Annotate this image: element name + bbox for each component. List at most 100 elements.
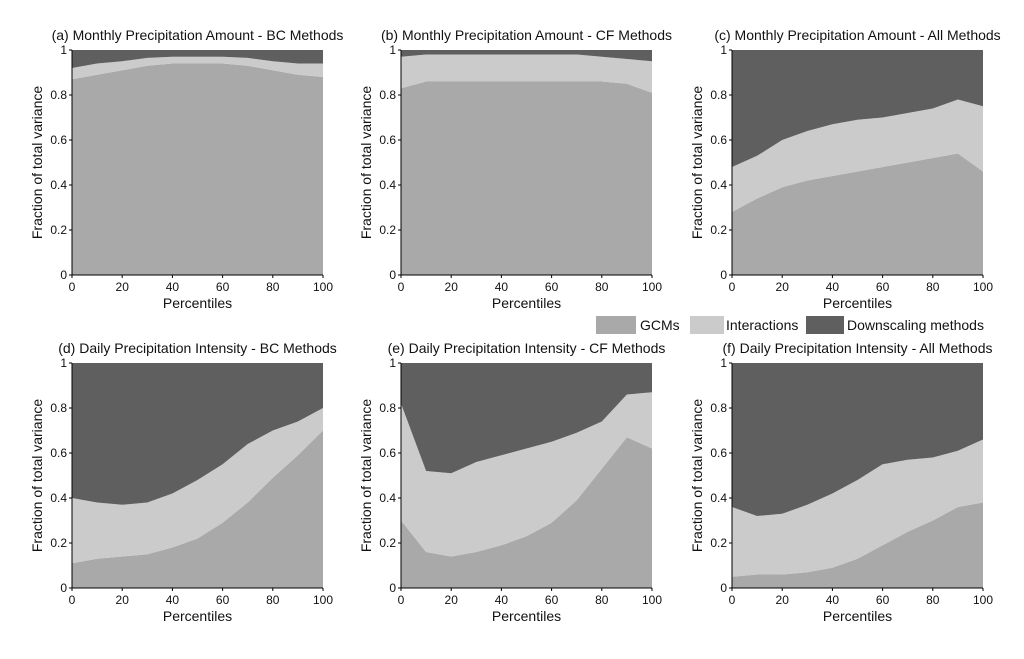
x-tick-label: 20 xyxy=(445,280,459,294)
area-gcms xyxy=(72,430,323,588)
y-tick-label: 0.2 xyxy=(50,223,67,237)
y-tick-label: 0.6 xyxy=(710,133,727,147)
y-tick-label: 1 xyxy=(720,43,727,57)
area-downscaling-methods xyxy=(732,363,983,516)
y-tick-label: 0.2 xyxy=(710,223,727,237)
y-tick-label: 0.4 xyxy=(710,178,727,192)
area-downscaling-methods xyxy=(401,50,652,62)
chart-title: (a) Monthly Precipitation Amount - BC Me… xyxy=(52,27,344,43)
chart-title: (e) Daily Precipitation Intensity - CF M… xyxy=(388,340,666,356)
x-tick-label: 40 xyxy=(495,593,509,607)
y-tick-label: 1 xyxy=(389,356,396,370)
x-tick-label: 80 xyxy=(595,280,609,294)
x-tick-label: 40 xyxy=(826,593,840,607)
x-tick-label: 0 xyxy=(398,280,405,294)
y-tick-label: 0.2 xyxy=(379,536,396,550)
x-tick-label: 0 xyxy=(69,593,76,607)
area-interactions xyxy=(401,392,652,557)
x-tick-label: 100 xyxy=(642,593,662,607)
legend: GCMs Interactions Downscaling methods xyxy=(596,316,984,334)
area-downscaling-methods xyxy=(401,363,652,474)
legend-label-interactions: Interactions xyxy=(726,317,798,333)
y-tick-label: 0.4 xyxy=(50,178,67,192)
x-tick-label: 20 xyxy=(776,593,790,607)
x-tick-label: 20 xyxy=(116,593,130,607)
area-gcms xyxy=(72,63,323,275)
x-axis-label: Percentiles xyxy=(492,608,561,624)
x-tick-label: 20 xyxy=(116,280,130,294)
y-tick-label: 0.8 xyxy=(50,88,67,102)
x-tick-label: 100 xyxy=(973,593,993,607)
x-tick-label: 40 xyxy=(826,280,840,294)
y-tick-label: 0.4 xyxy=(50,491,67,505)
y-tick-label: 0 xyxy=(389,581,396,595)
y-axis-label: Fraction of total variance xyxy=(29,399,45,553)
y-tick-label: 0.6 xyxy=(50,446,67,460)
x-tick-label: 60 xyxy=(216,593,230,607)
x-tick-label: 40 xyxy=(495,280,509,294)
y-tick-label: 0 xyxy=(720,581,727,595)
x-tick-label: 0 xyxy=(69,280,76,294)
x-tick-label: 80 xyxy=(266,593,280,607)
y-tick-label: 0.8 xyxy=(379,401,396,415)
chart-panel-3: 0 20 40 60 80 100 0 0.2 0.4 0.6 0.8 1(c) Monthly Pr… xyxy=(689,27,1001,311)
chart-panel-2: 0 20 40 60 80 100 0 0.2 0.4 0.6 0.8 1(b) Monthly Pr… xyxy=(358,27,672,311)
x-tick-label: 60 xyxy=(876,593,890,607)
y-tick-label: 1 xyxy=(720,356,727,370)
y-tick-label: 0.6 xyxy=(710,446,727,460)
y-tick-label: 0.4 xyxy=(710,491,727,505)
chart-panel-4: 0 20 40 60 80 100 0 0.2 0.4 0.6 0.8 1(d) Daily Prec… xyxy=(29,340,337,624)
chart-title: (d) Daily Precipitation Intensity - BC M… xyxy=(58,340,337,356)
x-tick-label: 40 xyxy=(166,593,180,607)
x-tick-label: 60 xyxy=(876,280,890,294)
area-gcms xyxy=(401,437,652,588)
y-tick-label: 0.4 xyxy=(379,491,396,505)
y-tick-label: 0.8 xyxy=(379,88,396,102)
x-tick-label: 0 xyxy=(398,593,405,607)
y-axis-label: Fraction of total variance xyxy=(29,86,45,240)
y-tick-label: 0.2 xyxy=(50,536,67,550)
y-tick-label: 0.6 xyxy=(379,133,396,147)
x-tick-label: 40 xyxy=(166,280,180,294)
x-tick-label: 80 xyxy=(926,593,940,607)
legend-label-downscaling-methods: Downscaling methods xyxy=(847,317,984,333)
x-tick-label: 80 xyxy=(266,280,280,294)
x-tick-label: 80 xyxy=(595,593,609,607)
x-tick-label: 60 xyxy=(545,593,559,607)
chart-title: (f) Daily Precipitation Intensity - All … xyxy=(723,340,993,356)
y-tick-label: 0 xyxy=(720,268,727,282)
area-gcms xyxy=(401,81,652,275)
x-tick-label: 20 xyxy=(445,593,459,607)
y-axis-label: Fraction of total variance xyxy=(358,399,374,553)
y-axis-label: Fraction of total variance xyxy=(689,399,705,553)
area-interactions xyxy=(732,439,983,577)
area-interactions xyxy=(72,56,323,80)
y-tick-label: 0 xyxy=(389,268,396,282)
x-axis-label: Percentiles xyxy=(163,608,232,624)
y-tick-label: 1 xyxy=(60,356,67,370)
x-tick-label: 20 xyxy=(776,280,790,294)
x-tick-label: 60 xyxy=(545,280,559,294)
x-tick-label: 80 xyxy=(926,280,940,294)
area-interactions xyxy=(401,54,652,93)
area-gcms xyxy=(732,502,983,588)
y-tick-label: 0.8 xyxy=(710,401,727,415)
area-downscaling-methods xyxy=(732,50,983,167)
legend-swatch-downscaling-methods xyxy=(806,316,844,334)
area-downscaling-methods xyxy=(72,363,323,505)
x-axis-label: Percentiles xyxy=(823,295,892,311)
y-tick-label: 0.8 xyxy=(710,88,727,102)
area-gcms xyxy=(732,153,983,275)
x-tick-label: 60 xyxy=(216,280,230,294)
x-tick-label: 0 xyxy=(729,593,736,607)
area-interactions xyxy=(732,99,983,212)
y-tick-label: 1 xyxy=(389,43,396,57)
x-tick-label: 0 xyxy=(729,280,736,294)
x-axis-label: Percentiles xyxy=(163,295,232,311)
x-tick-label: 100 xyxy=(973,280,993,294)
y-axis-label: Fraction of total variance xyxy=(358,86,374,240)
y-tick-label: 0.2 xyxy=(379,223,396,237)
y-tick-label: 1 xyxy=(60,43,67,57)
y-tick-label: 0.4 xyxy=(379,178,396,192)
